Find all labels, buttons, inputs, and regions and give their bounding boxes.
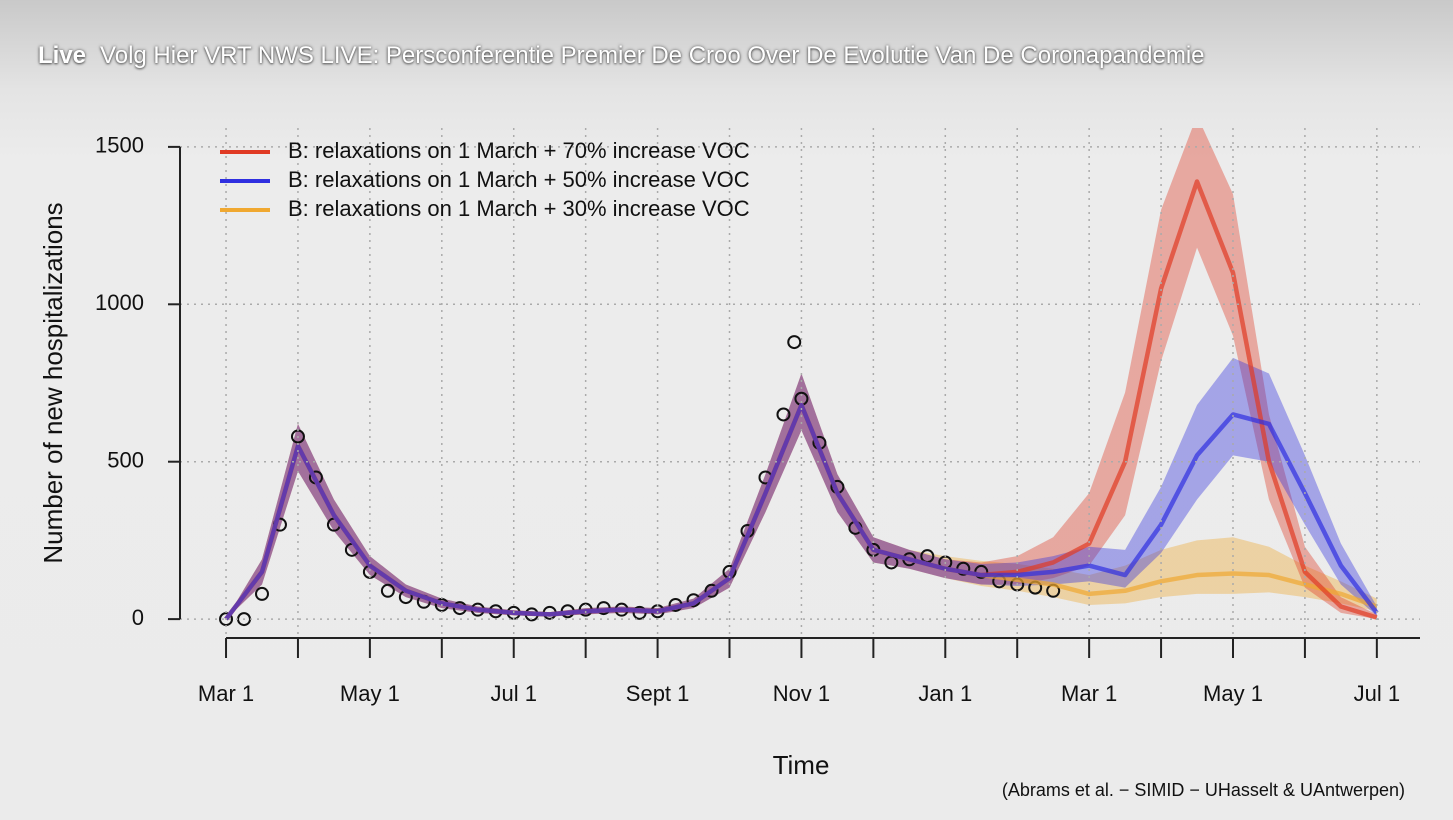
stream-title: Volg Hier VRT NWS LIVE: Persconferentie … bbox=[100, 42, 1205, 69]
x-tick-label: Nov 1 bbox=[773, 681, 830, 706]
y-axis-label: Number of new hospitalizations bbox=[38, 202, 68, 563]
observed-point bbox=[704, 583, 719, 598]
x-tick-label: May 1 bbox=[340, 681, 400, 706]
x-tick-label: Jan 1 bbox=[918, 681, 972, 706]
y-tick-label: 1500 bbox=[95, 133, 144, 158]
observed-point bbox=[380, 583, 395, 598]
observed-point bbox=[776, 407, 791, 422]
observed-point bbox=[254, 586, 269, 601]
y-tick-label: 1000 bbox=[95, 290, 144, 315]
series-line bbox=[224, 402, 1379, 621]
y-tick-label: 500 bbox=[107, 448, 144, 473]
x-tick-label: Mar 1 bbox=[1061, 681, 1117, 706]
x-tick-label: Mar 1 bbox=[198, 681, 254, 706]
x-tick-label: Jul 1 bbox=[1354, 681, 1400, 706]
legend-label: B: relaxations on 1 March + 50% increase… bbox=[288, 167, 750, 192]
confidence-band bbox=[226, 128, 1377, 620]
x-tick-label: May 1 bbox=[1203, 681, 1263, 706]
caption: (Abrams et al. − SIMID − UHasselt & UAnt… bbox=[1002, 780, 1405, 800]
y-tick-label: 0 bbox=[132, 605, 144, 630]
legend-label: B: relaxations on 1 March + 70% increase… bbox=[288, 138, 750, 163]
stream-header: Live Volg Hier VRT NWS LIVE: Persconferen… bbox=[38, 42, 1205, 70]
live-badge: Live bbox=[38, 42, 87, 69]
x-tick-label: Sept 1 bbox=[626, 681, 690, 706]
x-axis-label: Time bbox=[773, 750, 830, 780]
observed-point bbox=[787, 335, 802, 350]
plot-area bbox=[219, 128, 1379, 627]
x-tick-label: Jul 1 bbox=[490, 681, 536, 706]
confidence-band bbox=[226, 357, 1377, 620]
legend-label: B: relaxations on 1 March + 30% increase… bbox=[288, 196, 750, 221]
